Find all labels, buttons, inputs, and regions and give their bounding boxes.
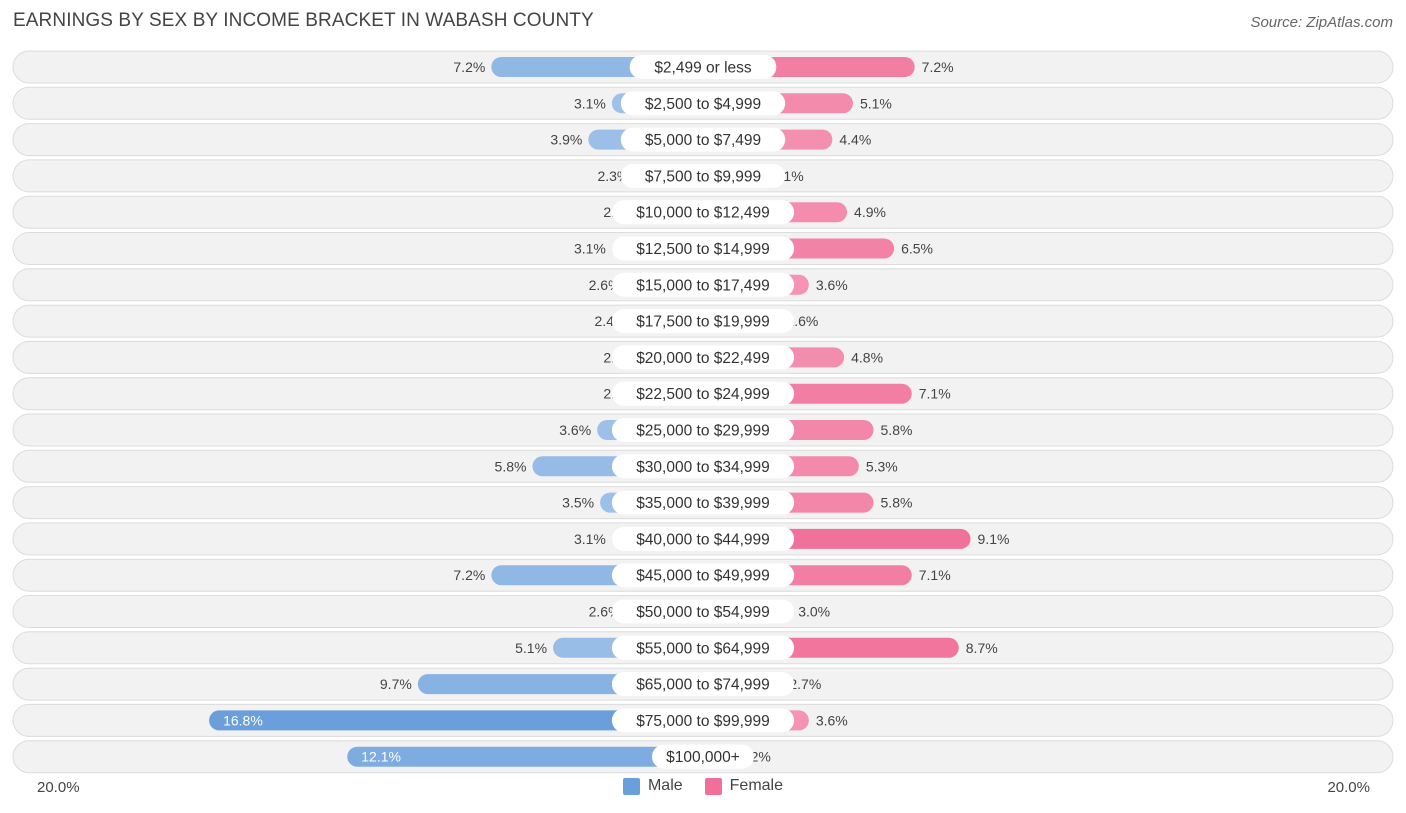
category-label: $65,000 to $74,999 [636,677,770,694]
legend-item-female: Female [704,777,784,795]
value-label-female: 7.1% [919,567,951,583]
value-label-male: 5.8% [495,458,527,474]
category-pill [620,127,786,152]
category-label: $35,000 to $39,999 [636,495,770,512]
value-label-male: 3.5% [562,495,594,511]
category-pill [611,309,795,334]
value-label-female: 9.1% [978,531,1010,547]
value-label-male: 12.1% [361,749,401,765]
legend-swatch-female [704,777,722,795]
category-pill [611,599,795,624]
category-label: $55,000 to $64,999 [636,640,770,657]
category-pill [620,163,786,188]
value-label-male: 5.1% [515,640,547,656]
value-label-male: 3.1% [574,241,606,257]
value-label-male: 2.6% [589,604,621,620]
category-pill [611,200,795,225]
legend-item-male: Male [622,777,683,795]
value-label-female: 7.1% [919,386,951,402]
value-label-male: 3.9% [550,132,582,148]
value-label-male: 3.6% [559,422,591,438]
category-label: $20,000 to $22,499 [636,350,770,367]
value-label-female: 5.3% [866,458,898,474]
category-pill [611,563,795,588]
category-label: $12,500 to $14,999 [636,241,770,258]
category-pill [611,708,795,733]
value-label-male: 2.6% [589,277,621,293]
value-label-female: 5.8% [881,422,913,438]
value-label-male: 7.2% [453,567,485,583]
value-label-male: 3.1% [574,95,606,111]
legend-label-male: Male [647,777,683,794]
source-label: Source: ZipAtlas.com [1250,14,1393,31]
value-label-female: 4.8% [851,349,883,365]
category-pill [611,635,795,660]
category-label: $10,000 to $12,499 [636,205,770,222]
legend: Male Female [0,777,1406,795]
category-label: $5,000 to $7,499 [645,132,761,149]
category-pill [611,526,795,551]
value-label-female: 6.5% [901,241,933,257]
category-label: $2,499 or less [654,60,752,77]
value-label-male: 7.2% [453,59,485,75]
value-label-female: 5.1% [860,95,892,111]
legend-swatch-male [622,777,640,795]
category-pill [611,454,795,479]
category-label: $100,000+ [666,749,740,766]
value-label-male: 3.1% [574,531,606,547]
value-label-female: 7.2% [922,59,954,75]
value-label-female: 3.6% [816,277,848,293]
value-label-female: 5.8% [881,495,913,511]
category-label: $25,000 to $29,999 [636,423,770,440]
value-label-female: 8.7% [966,640,998,656]
legend-label-female: Female [729,777,784,794]
category-label: $40,000 to $44,999 [636,531,770,548]
category-label: $2,500 to $4,999 [645,96,761,113]
axis-left-label: 20.0% [37,779,80,796]
category-label: $50,000 to $54,999 [636,604,770,621]
value-label-female: 4.4% [839,132,871,148]
value-label-female: 2.6% [786,313,818,329]
bar-male [209,710,703,731]
category-pill [629,55,777,79]
value-label-female: 3.0% [798,604,830,620]
category-pill [611,418,795,442]
value-label-male: 16.8% [223,712,263,728]
category-pill [611,490,795,515]
value-label-female: 4.9% [854,204,886,220]
category-pill [611,345,795,370]
category-label: $30,000 to $34,999 [636,459,770,476]
category-label: $15,000 to $17,499 [636,277,770,294]
axis-right-label: 20.0% [1327,779,1370,796]
bar-male [347,746,703,767]
category-pill [611,236,795,261]
category-label: $17,500 to $19,999 [636,314,770,331]
category-label: $22,500 to $24,999 [636,386,770,403]
chart-title: EARNINGS BY SEX BY INCOME BRACKET IN WAB… [13,10,594,31]
category-pill [620,91,786,116]
category-pill [611,672,795,697]
value-label-male: 9.7% [380,676,412,692]
value-label-male: 2.3% [597,168,629,184]
category-pill [651,744,755,769]
bar-chart: 7.2% 7.2% $2,499 or less 3.1% 5.1% $2,500 to … [12,50,1394,774]
category-label: $75,000 to $99,999 [636,713,770,730]
category-label: $7,500 to $9,999 [645,168,761,185]
value-label-female: 3.6% [816,712,848,728]
category-pill [611,272,795,297]
category-pill [611,381,795,406]
value-label-female: 2.7% [789,676,821,692]
category-label: $45,000 to $49,999 [636,568,770,585]
